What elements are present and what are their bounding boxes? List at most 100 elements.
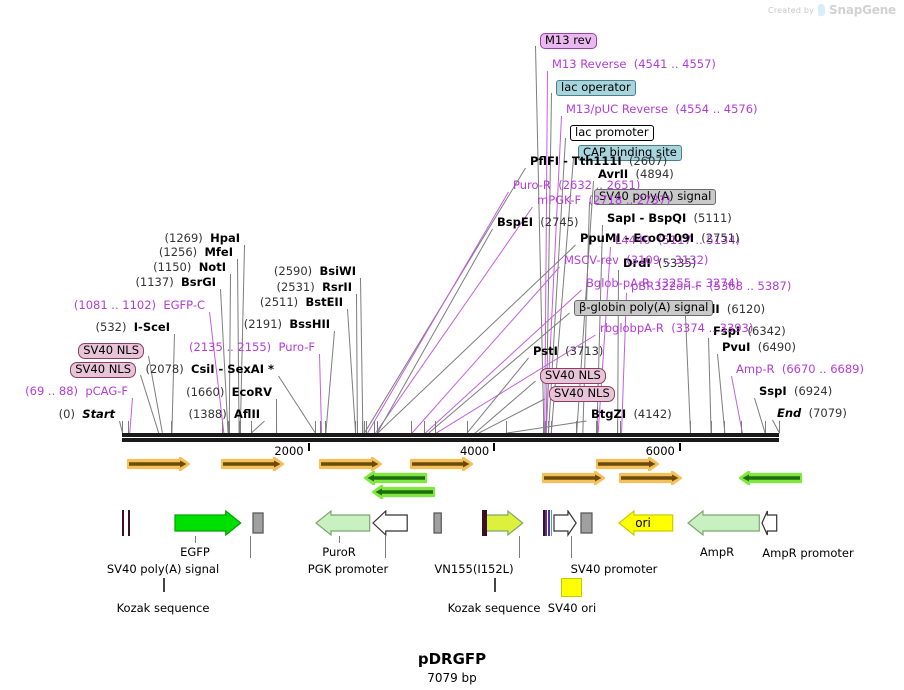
annotation-btgzi[interactable]: BtgZI (4142) <box>591 408 672 421</box>
primer-arrow-amp-r[interactable] <box>731 471 811 485</box>
annotation-hpai[interactable]: (1269) HpaI <box>165 232 240 245</box>
primer-arrow-egfp-c[interactable] <box>212 457 292 471</box>
annotation-m13-reverse[interactable]: M13 Reverse (4541 .. 4557) <box>552 58 716 71</box>
annotation-mscv-rev[interactable]: MSCV-rev (3109 .. 3132) <box>564 254 708 267</box>
feature-vn155-i152l-[interactable] <box>433 510 444 538</box>
annotation-pbr322ori-f[interactable]: pBR322ori-F (5368 .. 5387) <box>631 280 791 293</box>
annotation-l4440[interactable]: L4440 (5117 .. 5134) <box>615 234 740 247</box>
annotation-bglob-pa-r[interactable]: Bglob-pA-R (3255 .. 3274) <box>586 277 739 290</box>
annotation-position: (6342) <box>747 324 786 338</box>
site-tick <box>779 421 780 433</box>
legend-label-0: Kozak sequence <box>116 601 210 615</box>
annotation-rsrii[interactable]: (2531) RsrII <box>277 281 353 294</box>
primer-arrow-l4440[interactable] <box>587 457 667 471</box>
primer-arrow-mscv-rev[interactable] <box>401 457 481 471</box>
site-tick <box>376 421 378 433</box>
annotation-lac-promoter[interactable]: lac promoter <box>570 125 654 141</box>
leader-line <box>171 333 175 434</box>
annotation-sv40-nls-3[interactable]: SV40 NLS <box>540 368 606 384</box>
annotation-bspei[interactable]: BspEI (2745) <box>497 216 579 229</box>
annotation-ppumi-ecoo109i[interactable]: PpuMI - EcoO109I (2751) <box>580 232 740 245</box>
annotation-m13-puc-rev[interactable]: M13/pUC Reverse (4554 .. 4576) <box>566 103 758 116</box>
annotation-sv40-nls-4[interactable]: SV40 NLS <box>549 386 615 402</box>
annotation-puro-r[interactable]: Puro-R (2632 .. 2651) <box>513 179 640 192</box>
annotation-bstei[interactable]: (2511) BstEII <box>260 296 343 309</box>
primer-arrow-puro-f[interactable] <box>310 457 390 471</box>
primer-arrow-pcag-f[interactable] <box>118 457 198 471</box>
annotation-name: AflII <box>234 407 260 421</box>
annotation-sspi[interactable]: SspI (6924) <box>759 385 832 398</box>
annotation-bsiwi[interactable]: (2590) BsiWI <box>274 265 356 278</box>
annotation-name: Amp-R <box>736 362 775 376</box>
annotation-sv40-polya[interactable]: SV40 poly(A) signal <box>594 189 717 205</box>
annotation-sapi-bspqi[interactable]: SapI - BspQI (5111) <box>607 212 732 225</box>
annotation-puro-f[interactable]: (2135 .. 2155) Puro-F <box>189 341 315 354</box>
leader-line <box>376 228 493 434</box>
annotation-ecorv[interactable]: (1660) EcoRV <box>186 386 272 399</box>
leader-line <box>360 277 364 434</box>
site-tick <box>122 421 123 433</box>
annotation-avrii[interactable]: AvrII (4894) <box>598 168 674 181</box>
annotation-mpgk-f[interactable]: mPGK-F (2718 .. 2737) <box>537 194 671 207</box>
backbone-strand-bottom <box>122 438 779 442</box>
primer-arrow-mpgk-f[interactable] <box>364 485 444 499</box>
annotation-bglobin-polya[interactable]: β-globin poly(A) signal <box>574 300 714 316</box>
annotation-psti[interactable]: PstI (3713) <box>533 345 603 358</box>
feature-ori[interactable] <box>617 510 676 538</box>
site-tick <box>128 421 130 433</box>
annotation-egfp-c[interactable]: (1081 .. 1102) EGFP-C <box>74 299 205 312</box>
annotation-bsrgi[interactable]: (1137) BsrGI <box>135 276 216 289</box>
annotation-position: (2751) <box>701 231 740 245</box>
annotation-tag: CAP binding site <box>578 145 682 161</box>
feature-vn155-gene[interactable] <box>482 510 526 538</box>
feature-pgk-promoter[interactable] <box>371 510 410 538</box>
primer-arrow-pbr322ori-f[interactable] <box>610 471 690 485</box>
annotation-tag: SV40 NLS <box>78 343 144 359</box>
annotation-name: SV40 NLS <box>554 386 610 400</box>
annotation-aflii[interactable]: (1388) AflII <box>188 408 260 421</box>
feature-ampr[interactable] <box>687 510 762 538</box>
annotation-name: lac promoter <box>575 125 649 139</box>
feature-ampr-promoter[interactable] <box>760 510 780 538</box>
annotation-name: End <box>777 406 802 420</box>
annotation-csii-sexai[interactable]: (2078) CsiI - SexAI * <box>145 363 274 376</box>
site-tick <box>314 421 316 433</box>
annotation-sv40-nls-2[interactable]: SV40 NLS <box>70 362 136 378</box>
annotation-end[interactable]: End (7079) <box>777 407 847 420</box>
annotation-bsshii[interactable]: (2191) BssHII <box>244 318 330 331</box>
annotation-drdi[interactable]: DrdI (5335) <box>623 257 696 270</box>
annotation-fspi[interactable]: FspI (6342) <box>713 325 786 338</box>
annotation-i-scei[interactable]: (532) I-SceI <box>96 321 170 334</box>
annotation-lac-operator[interactable]: lac operator <box>556 80 636 96</box>
annotation-noti[interactable]: (1150) NotI <box>153 261 226 274</box>
annotation-amp-r[interactable]: Amp-R (6670 .. 6689) <box>736 363 864 376</box>
annotation-sv40-nls-1[interactable]: SV40 NLS <box>78 343 144 359</box>
legend-sv40-ori-swatch <box>561 578 582 597</box>
annotation-position: (1150) <box>153 260 192 274</box>
feature-sv40-promoter[interactable] <box>553 510 579 538</box>
annotation-start[interactable]: (0) Start <box>59 408 115 421</box>
annotation-mfei[interactable]: (1256) MfeI <box>159 246 233 259</box>
primer-arrow-m13-reverse[interactable] <box>533 471 613 485</box>
annotation-position: (4894) <box>635 167 674 181</box>
feature-sv40-polya-box[interactable] <box>579 510 595 538</box>
annotation-pflfi-tth111i[interactable]: PflFI - Tth111I (2607) <box>530 155 667 168</box>
site-tick <box>596 421 598 433</box>
primer-arrow-puro-r[interactable] <box>356 471 436 485</box>
feature-label-pgk-promoter: PGK promoter <box>307 562 389 576</box>
annotation-cap-binding[interactable]: CAP binding site <box>578 145 682 161</box>
annotation-m13-rev[interactable]: M13 rev <box>540 33 597 49</box>
annotation-name: M13 Reverse <box>552 57 627 71</box>
annotation-pvui[interactable]: PvuI (6490) <box>722 341 796 354</box>
annotation-rbglobpa-r[interactable]: rbglobpA-R (3374 .. 3393) <box>600 322 753 335</box>
feature-egfp[interactable] <box>174 510 244 538</box>
leader-line <box>325 330 335 434</box>
feature-site-mark <box>550 510 553 536</box>
annotation-pcag-f[interactable]: (69 .. 88) pCAG-F <box>25 385 128 398</box>
annotation-position: (3713) <box>565 344 604 358</box>
feature-puror[interactable] <box>315 510 373 538</box>
feature-site-mark <box>483 510 486 536</box>
feature-sv40-poly-a--signal[interactable] <box>252 510 266 538</box>
legend-label-2: SV40 ori <box>547 601 597 615</box>
annotation-name: PstI <box>533 344 558 358</box>
